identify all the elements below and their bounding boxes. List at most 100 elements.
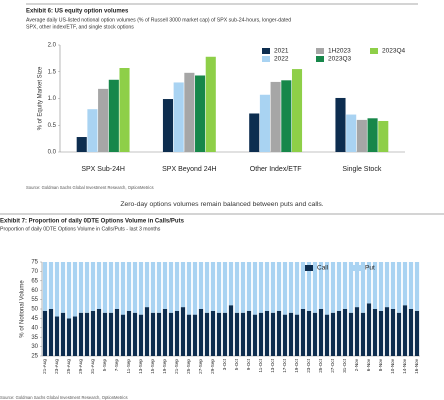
x-tick-label: 9-Oct: [246, 358, 251, 370]
bar-segment: [378, 262, 384, 311]
bar-segment: [114, 262, 120, 309]
bar: [335, 97, 346, 152]
legend-swatch: [262, 48, 270, 54]
bar-segment: [192, 314, 198, 356]
bar-segment: [318, 309, 324, 356]
bar-segment: [312, 262, 318, 313]
y-tick-label: 1.0: [48, 96, 57, 102]
bar: [259, 94, 270, 152]
bar-segment: [366, 262, 372, 304]
legend-label: 2022: [274, 56, 289, 63]
bar-segment: [144, 262, 150, 308]
legend-swatch: [316, 48, 324, 54]
bar-segment: [240, 262, 246, 313]
x-tick-label: 8-Nov: [378, 358, 383, 371]
x-tick-label: 21-Sep: [174, 359, 179, 374]
bar-segment: [276, 310, 282, 356]
bar-segment: [126, 310, 132, 356]
bar-segment: [288, 262, 294, 313]
chart-title: Exhibit 6: US equity option volumes: [26, 9, 129, 15]
bar: [249, 113, 260, 152]
bar-segment: [264, 310, 270, 356]
bar-segment: [54, 316, 60, 356]
bar-segment: [330, 312, 336, 356]
bar-segment: [246, 262, 252, 311]
bar-segment: [108, 312, 114, 356]
bar-segment: [306, 262, 312, 311]
bar-segment: [186, 262, 192, 315]
bar-segment: [126, 262, 132, 311]
bar-segment: [342, 262, 348, 309]
bar-segment: [324, 262, 330, 315]
bar-segment: [408, 309, 414, 356]
bar-segment: [408, 262, 414, 309]
y-tick-label: 75: [31, 260, 38, 266]
bar-segment: [216, 312, 222, 356]
bar-segment: [234, 262, 240, 313]
x-tick-label: 29-Sep: [210, 359, 215, 374]
bar-segment: [198, 309, 204, 356]
y-tick-label: 2.0: [48, 43, 57, 49]
bar-segment: [60, 262, 66, 313]
bar-segment: [90, 262, 96, 311]
bar: [291, 69, 303, 152]
bar-segment: [114, 309, 120, 356]
y-tick-label: 0.5: [48, 123, 57, 129]
x-tick-label: 25-Sep: [186, 359, 191, 374]
y-tick-label: 40: [31, 325, 38, 331]
bar-segment: [150, 262, 156, 313]
x-tick-label: Single Stock: [342, 166, 381, 173]
bar-segment: [288, 312, 294, 356]
bar-segment: [174, 262, 180, 311]
y-tick-label: 1.5: [48, 69, 57, 75]
bar-segment: [414, 262, 420, 311]
bar-segment: [228, 262, 234, 306]
body-text: Zero-day options volumes remain balanced…: [120, 201, 323, 208]
x-tick-label: Other Index/ETF: [250, 166, 302, 173]
legend-label: Call: [317, 265, 329, 272]
chart-subtitle: SPX, other index/ETF, and single stock o…: [26, 24, 134, 30]
x-tick-label: 5-Oct: [234, 358, 239, 370]
bar-segment: [330, 262, 336, 313]
bar-segment: [252, 314, 258, 356]
bar-segment: [300, 309, 306, 356]
bar-segment: [204, 312, 210, 356]
bar-segment: [402, 305, 408, 356]
bar-segment: [138, 262, 144, 315]
bar-segment: [108, 262, 114, 313]
bar-segment: [396, 262, 402, 313]
legend-swatch: [316, 56, 324, 62]
bar-segment: [342, 309, 348, 356]
bar-segment: [42, 262, 48, 311]
legend-label: 2023Q3: [328, 56, 352, 63]
bar-segment: [120, 314, 126, 356]
bar-segment: [210, 262, 216, 311]
bar-segment: [84, 312, 90, 356]
bar-segment: [300, 262, 306, 309]
x-tick-label: 7-Sep: [114, 359, 119, 372]
y-tick-label: 70: [31, 269, 38, 275]
chart-title: Exhibit 7: Proportion of daily 0DTE Opti…: [0, 219, 185, 225]
bar-segment: [216, 262, 222, 313]
legend-swatch: [262, 56, 270, 62]
bar-segment: [102, 262, 108, 313]
x-tick-label: 27-Oct: [330, 358, 335, 373]
legend-swatch: [353, 265, 361, 271]
bar: [87, 109, 98, 152]
bar-segment: [348, 262, 354, 313]
bar: [76, 137, 87, 152]
bar-segment: [156, 262, 162, 313]
bar-segment: [210, 310, 216, 356]
chart-subtitle: Proportion of daily 0DTE Options Volume …: [0, 226, 161, 232]
bar-segment: [390, 309, 396, 356]
plot-area: [42, 262, 420, 356]
y-axis-title: % of Equity Market Size: [38, 66, 44, 130]
bar-segment: [150, 312, 156, 356]
bar-segment: [384, 307, 390, 356]
x-tick-label: 13-Oct: [270, 358, 275, 373]
bar-segment: [360, 262, 366, 313]
bar-segment: [318, 262, 324, 309]
x-tick-label: 25-Aug: [66, 359, 71, 374]
bar-segment: [294, 262, 300, 315]
bar-segment: [48, 262, 54, 309]
